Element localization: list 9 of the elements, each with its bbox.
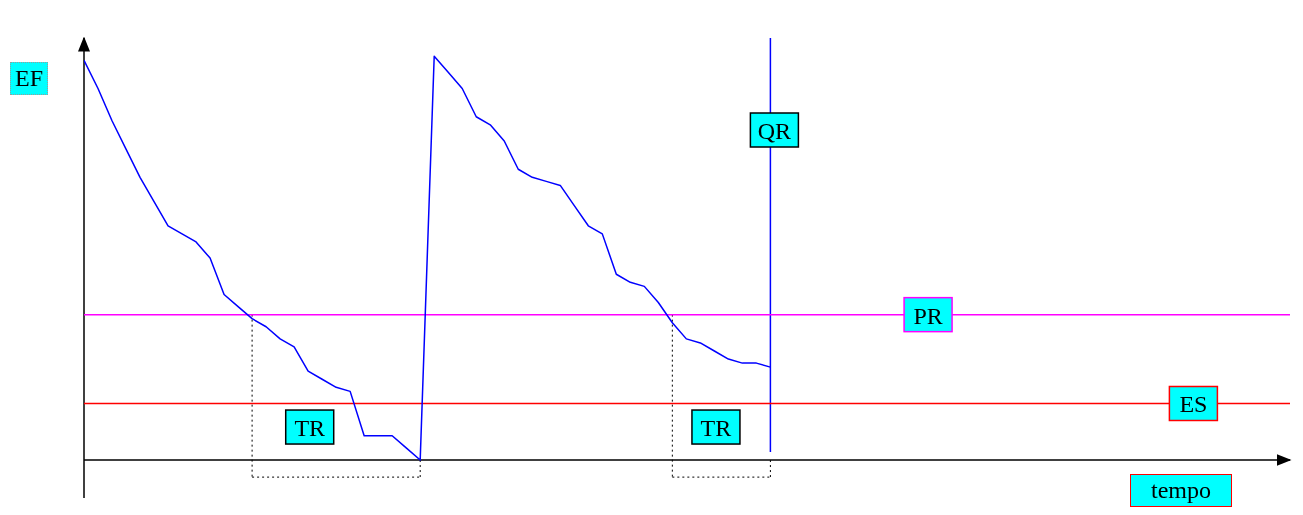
annotation: TR	[700, 415, 732, 442]
lead-time-bracket: TR	[251, 314, 421, 478]
y-axis-title: EF	[10, 62, 49, 95]
ref-line-label: ES	[1179, 391, 1208, 418]
annotation: QR	[757, 118, 792, 144]
lead-time-bracket: TR	[671, 314, 771, 478]
annotation: TR	[294, 415, 326, 442]
ref-line-label: PR	[913, 302, 943, 329]
text: tempo	[1130, 474, 1232, 507]
